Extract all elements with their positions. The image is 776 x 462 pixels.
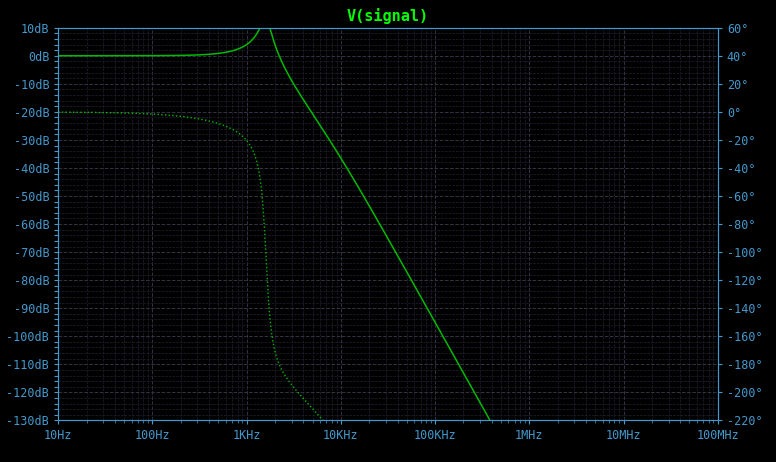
- Title: V(signal): V(signal): [347, 8, 429, 24]
